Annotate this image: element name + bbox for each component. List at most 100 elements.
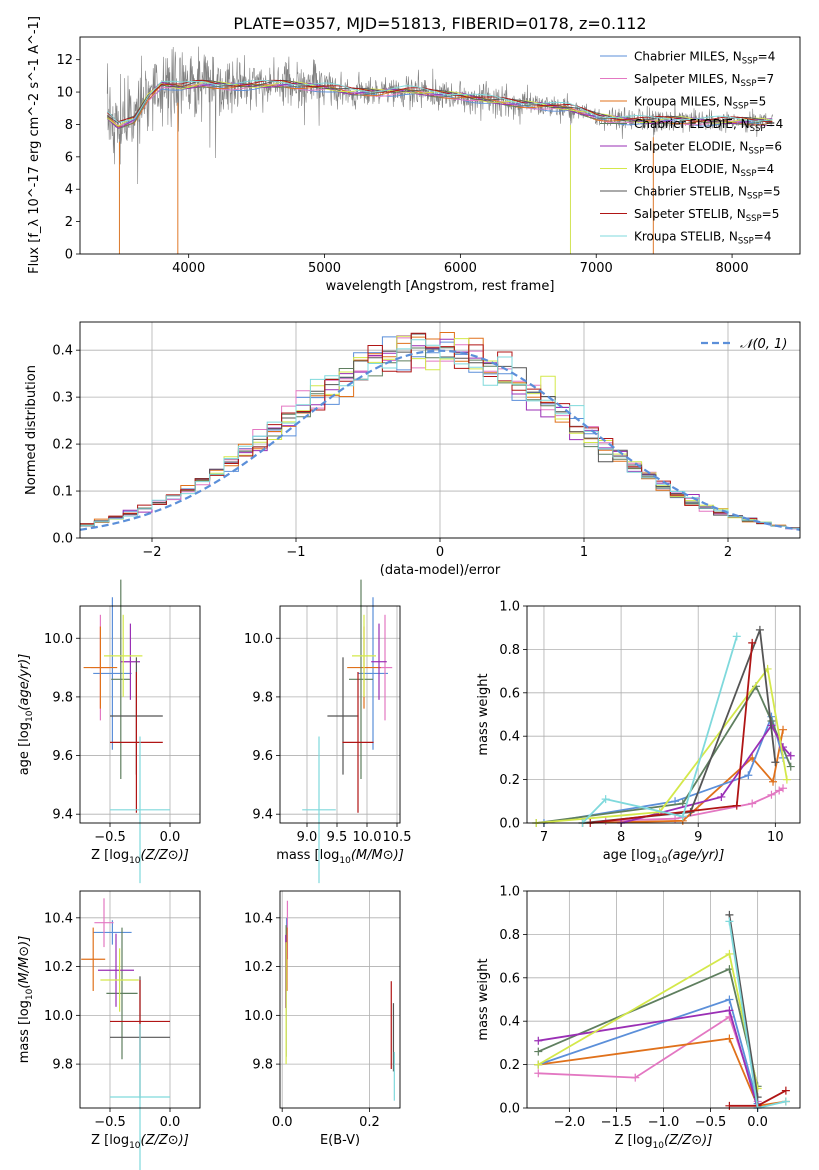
error-point [106, 927, 138, 1060]
x-tick-label: 5000 [308, 261, 341, 276]
y-tick-label: 0.3 [52, 391, 73, 406]
weight-marker [781, 1086, 790, 1095]
weight-marker [779, 725, 788, 734]
error-point [110, 736, 170, 884]
y-tick-label: 0.8 [499, 928, 520, 943]
plot-area [79, 332, 801, 531]
x-tick-label: 9.5 [327, 830, 348, 845]
x-axis-label: E(B-V) [320, 1133, 360, 1148]
y-tick-label: 2 [65, 215, 73, 230]
x-tick-label: −1.0 [648, 1115, 680, 1130]
weight-marker [771, 758, 780, 767]
grid-lines [80, 606, 200, 823]
weight-marker [786, 762, 795, 771]
y-tick-label: 9.4 [52, 808, 73, 823]
legend-entry: Salpeter ELODIE, NSSP=6 [634, 140, 782, 157]
y-tick-label: 0.0 [499, 817, 520, 832]
y-tick-label: 8 [65, 118, 73, 133]
weight-line [538, 1015, 759, 1102]
y-tick-label: 4 [65, 183, 73, 198]
weight-marker [601, 795, 610, 804]
y-tick-label: 0.6 [499, 971, 520, 986]
y-tick-label: 10.0 [244, 632, 273, 647]
y-tick-label: 10 [56, 86, 73, 101]
legend-entry: Chabrier ELODIE, NSSP=4 [634, 117, 783, 134]
y-tick-label: 9.8 [252, 1058, 273, 1073]
ticks: 4000 5000 6000 7000 8000 0 2 4 6 8 10 12 [56, 53, 748, 276]
x-tick-label: 0.0 [160, 1115, 181, 1130]
axes-frame [526, 605, 801, 824]
model-curve [106, 81, 773, 129]
y-tick-label: 0.8 [499, 643, 520, 658]
ticks: 9.0 9.5 10.0 10.59.49.69.810.0 [244, 632, 411, 845]
figure-title: PLATE=0357, MJD=51813, FIBERID=0178, z=0… [233, 14, 646, 33]
axes-weight_vs_age: 7 8 9 10 0.0 0.2 0.4 0.6 0.8 1.0 age [log10(age/yr… [476, 600, 801, 866]
x-tick-label: −0.5 [695, 1115, 727, 1130]
x-tick-label: 7000 [580, 261, 613, 276]
x-tick-label: 0.0 [747, 1115, 768, 1130]
y-tick-label: 0.0 [499, 1102, 520, 1117]
y-tick-label: 12 [56, 53, 73, 68]
y-tick-label: 9.8 [52, 1058, 73, 1073]
axes-mass_vs_ebv: 0.0 0.2 9.8 10.0 10.2 10.4 E(B-V) [244, 890, 401, 1148]
x-tick-label: −1 [286, 545, 305, 560]
grid-lines [280, 891, 400, 1108]
weight-marker [748, 638, 757, 647]
weight-marker [781, 1097, 790, 1106]
error-point [104, 614, 143, 697]
axes-mass_vs_Z: −0.5 0.0 9.8 10.0 10.2 10.4 Z [log10(Z/Z⊙)] mas… [17, 890, 201, 1170]
weight-series [532, 682, 795, 827]
weight-marker [725, 1101, 734, 1110]
axes-residuals: −2 −1 0 1 2 0.0 0.1 0.2 0.3 0.4 (data-model)/error… [24, 321, 801, 578]
weight-marker [717, 792, 726, 801]
x-axis-label: (data-model)/error [380, 563, 501, 578]
normal-curve [79, 349, 801, 531]
error-point [349, 579, 373, 780]
weight-marker [725, 1006, 734, 1015]
error-point [83, 626, 118, 709]
model-curve [106, 79, 773, 124]
x-axis-label: Z [log10(Z/Z⊙)] [615, 1133, 713, 1151]
y-tick-label: 9.8 [252, 690, 273, 705]
y-axis-label: Flux [f_λ 10^-17 erg cm^-2 s^-1 A^-1] [27, 16, 42, 274]
axes-spectrum: 4000 5000 6000 7000 8000 0 2 4 6 8 10 12 wavelength … [27, 16, 801, 294]
y-axis-label: mass weight [476, 673, 491, 755]
ticks: 0.0 0.2 9.8 10.0 10.2 10.4 [244, 911, 380, 1130]
weight-series [534, 995, 762, 1108]
weight-line [538, 998, 759, 1104]
x-tick-label: 8000 [716, 261, 749, 276]
y-tick-label: 10.0 [44, 632, 73, 647]
x-tick-label: 0 [436, 545, 444, 560]
x-tick-label: 0.2 [359, 1115, 380, 1130]
weight-marker [775, 786, 784, 795]
legend-entry: Chabrier MILES, NSSP=4 [634, 50, 775, 67]
y-tick-label: 0 [65, 248, 73, 263]
x-tick-label: 10.0 [353, 830, 382, 845]
error-point [327, 657, 359, 775]
x-tick-label: 9 [694, 830, 702, 845]
grid-lines [280, 606, 400, 823]
weight-marker [786, 751, 795, 760]
plot-area [106, 46, 773, 254]
error-point [81, 927, 106, 991]
y-tick-label: 1.0 [499, 600, 520, 615]
error-point [371, 623, 387, 700]
y-axis-label: mass [log10(M/M⊙)] [17, 936, 35, 1064]
ticks: −2.0 −1.5 −1.0 −0.5 0.0 0.0 0.2 0.4 0.6 0.8 1.0 [499, 885, 768, 1131]
weight-marker [725, 949, 734, 958]
weight-marker [725, 995, 734, 1004]
plot-layer: 4000 5000 6000 7000 8000024681012wavelength … [17, 16, 801, 1170]
grid-lines [527, 605, 800, 824]
x-tick-label: 4000 [172, 261, 205, 276]
weight-series [578, 625, 780, 827]
x-tick-label: 9.0 [297, 830, 318, 845]
y-tick-label: 9.6 [52, 749, 73, 764]
error-point [358, 597, 388, 750]
legend-entry: Salpeter MILES, NSSP=7 [634, 72, 774, 89]
error-point [110, 671, 163, 813]
legend-entry: Salpeter STELIB, NSSP=5 [634, 207, 779, 224]
error-point [94, 898, 114, 948]
error-point [100, 948, 139, 1012]
axes-frame [79, 890, 201, 1109]
